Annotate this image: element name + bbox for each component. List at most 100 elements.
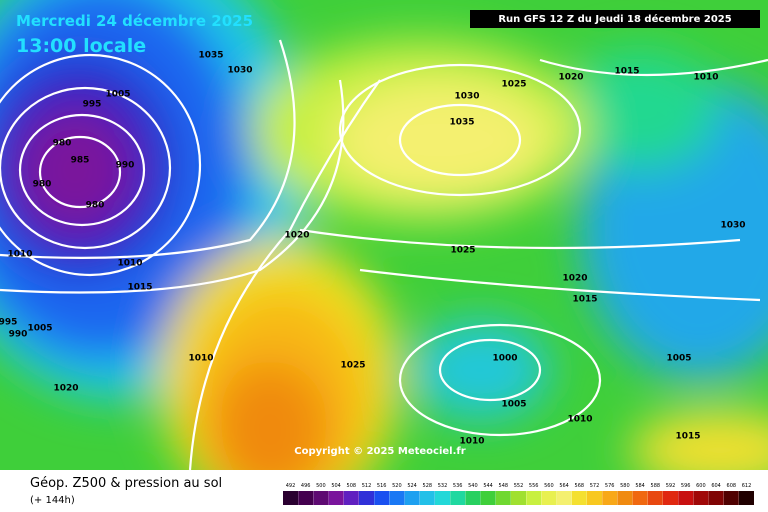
isobar-label: 1035 <box>449 118 474 128</box>
isobar-label: 995 <box>0 318 17 328</box>
scale-label: 588 <box>651 483 661 489</box>
isobar-label: 990 <box>116 161 135 171</box>
isobar-label: 980 <box>86 201 105 211</box>
scale-label: 560 <box>544 483 554 489</box>
scale-label: 508 <box>347 483 357 489</box>
scale-swatch <box>571 491 587 505</box>
isobar-label: 1005 <box>501 400 526 410</box>
scale-swatch <box>419 491 435 505</box>
scale-label: 548 <box>499 483 509 489</box>
isobar-label: 1015 <box>572 295 597 305</box>
scale-swatch <box>283 491 298 505</box>
scale-swatch <box>359 491 374 505</box>
scale-swatch <box>556 491 572 505</box>
scale-label: 532 <box>438 483 448 489</box>
isobar-label: 1035 <box>198 51 223 61</box>
scale-swatch <box>541 491 557 505</box>
scale-label: 512 <box>362 483 372 489</box>
scale-swatch <box>313 491 329 505</box>
isobar-label: 1010 <box>693 73 718 83</box>
scale-label: 544 <box>483 483 493 489</box>
scale-swatch <box>450 491 466 505</box>
isobar-label: 1030 <box>227 66 252 76</box>
isobar-label: 980 <box>53 139 72 149</box>
scale-label: 612 <box>742 483 752 489</box>
isobar-label: 1015 <box>614 67 639 77</box>
scale-swatch <box>602 491 618 505</box>
scale-label: 572 <box>590 483 600 489</box>
isobar-label: 1015 <box>675 432 700 442</box>
isobar-label: 1005 <box>105 90 130 100</box>
isobar-label: 1010 <box>459 437 484 447</box>
scale-swatch <box>617 491 633 505</box>
isobar-label: 1020 <box>558 73 583 83</box>
scale-label: 556 <box>529 483 539 489</box>
scale-label: 592 <box>666 483 676 489</box>
isobar-label: 1010 <box>117 259 142 269</box>
isobar-label: 1025 <box>501 80 526 90</box>
isobar-label: 1015 <box>127 283 152 293</box>
scale-swatch <box>693 491 709 505</box>
scale-swatch <box>343 491 359 505</box>
isobar-label: 1025 <box>450 246 475 256</box>
isobar-label: 1005 <box>27 324 52 334</box>
scale-label: 576 <box>605 483 615 489</box>
scale-label: 604 <box>711 483 721 489</box>
scale-label: 580 <box>620 483 630 489</box>
scale-swatch <box>328 491 344 505</box>
scale-label: 552 <box>514 483 524 489</box>
copyright: Copyright © 2025 Meteociel.fr <box>294 446 465 457</box>
scale-label: 516 <box>377 483 387 489</box>
scale-swatch <box>495 491 511 505</box>
scale-label: 596 <box>681 483 691 489</box>
scale-label: 496 <box>301 483 311 489</box>
scale-swatch <box>480 491 496 505</box>
scale-label: 528 <box>423 483 433 489</box>
scale-swatch <box>374 491 390 505</box>
isobar-label: 1020 <box>562 274 587 284</box>
scale-swatch <box>739 491 754 505</box>
isobars <box>0 39 768 471</box>
scale-label: 568 <box>575 483 585 489</box>
run-banner <box>470 10 760 28</box>
isobar-label: 1030 <box>454 92 479 102</box>
scale-label: 564 <box>559 483 569 489</box>
scale-label: 492 <box>286 483 296 489</box>
isobar-label: 1020 <box>284 231 309 241</box>
footer-title: Géop. Z500 & pression au sol <box>30 476 222 491</box>
scale-label: 504 <box>331 483 341 489</box>
lead-time: (+ 144h) <box>30 495 75 506</box>
scale-swatch <box>511 491 526 505</box>
scale-swatch <box>435 491 450 505</box>
time: 13:00 locale <box>16 35 146 57</box>
date: Mercredi 24 décembre 2025 <box>16 12 253 30</box>
scale-label: 600 <box>696 483 706 489</box>
isobar-label: 1010 <box>567 415 592 425</box>
scale-label: 500 <box>316 483 326 489</box>
scale-label: 520 <box>392 483 402 489</box>
scale-swatch <box>298 491 314 505</box>
scale-swatch <box>632 491 648 505</box>
isobar-label: 1010 <box>188 354 213 364</box>
isobar-label: 995 <box>83 100 102 110</box>
scale-swatch <box>389 491 405 505</box>
scale-swatch <box>647 491 663 505</box>
scale-swatch <box>678 491 694 505</box>
scale-label: 536 <box>453 483 463 489</box>
isobar-label: 985 <box>71 156 90 166</box>
isobar-label: 1000 <box>492 354 517 364</box>
scale-swatch <box>587 491 602 505</box>
isobar-label: 990 <box>9 330 28 340</box>
scale-swatch <box>404 491 420 505</box>
scale-swatch <box>465 491 481 505</box>
isobar-label: 980 <box>33 180 52 190</box>
isobar-label: 1025 <box>340 361 365 371</box>
isobar-label: 1030 <box>720 221 745 231</box>
scale-label: 584 <box>635 483 645 489</box>
scale-swatch <box>723 491 739 505</box>
scale-label: 524 <box>407 483 417 489</box>
